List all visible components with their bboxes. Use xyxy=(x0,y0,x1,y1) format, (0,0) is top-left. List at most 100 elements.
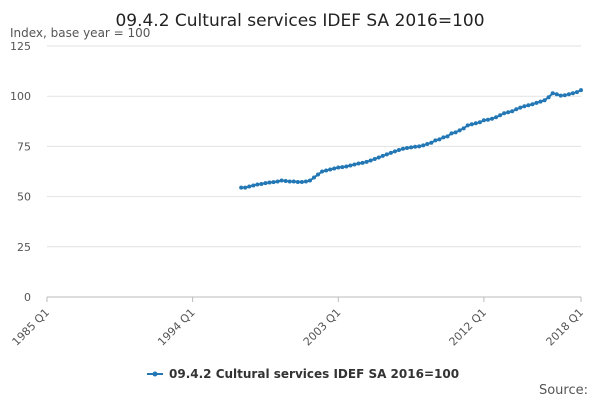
marker xyxy=(534,100,539,105)
marker xyxy=(396,148,401,153)
marker xyxy=(356,161,361,166)
marker xyxy=(239,185,244,190)
marker xyxy=(538,99,543,104)
marker xyxy=(352,162,357,167)
marker xyxy=(417,144,422,149)
y-tick-label: 75 xyxy=(17,140,31,153)
y-tick-label: 0 xyxy=(24,291,31,304)
marker xyxy=(445,134,450,139)
marker xyxy=(279,178,284,183)
marker xyxy=(287,179,292,184)
marker xyxy=(465,123,470,128)
x-tick-label: 2003 Q1 xyxy=(301,306,344,349)
marker xyxy=(490,116,494,121)
marker xyxy=(312,175,316,180)
marker xyxy=(336,165,341,170)
marker xyxy=(494,115,499,120)
x-tick-label: 1994 Q1 xyxy=(155,306,198,349)
marker xyxy=(372,157,377,162)
marker xyxy=(566,92,571,97)
legend-label: 09.4.2 Cultural services IDEF SA 2016=10… xyxy=(169,367,459,381)
source: Source: xyxy=(539,383,588,398)
marker xyxy=(570,91,575,96)
marker xyxy=(510,109,515,114)
marker xyxy=(558,93,563,98)
marker xyxy=(340,165,345,170)
marker xyxy=(328,167,333,172)
x-tick-label: 1985 Q1 xyxy=(10,306,53,349)
marker xyxy=(461,126,466,131)
marker xyxy=(307,178,312,183)
marker xyxy=(243,185,248,190)
marker xyxy=(453,130,458,135)
marker xyxy=(473,121,478,126)
marker xyxy=(530,102,535,107)
marker xyxy=(348,163,353,168)
marker xyxy=(485,117,490,122)
marker xyxy=(518,105,523,110)
marker xyxy=(388,150,393,155)
marker xyxy=(574,90,579,95)
marker xyxy=(364,159,369,164)
marker xyxy=(522,104,527,109)
marker xyxy=(506,110,511,115)
y-tick-label: 50 xyxy=(17,191,31,204)
marker xyxy=(526,103,531,108)
marker xyxy=(380,153,385,158)
marker xyxy=(316,172,321,177)
marker xyxy=(299,179,304,184)
y-tick-label: 25 xyxy=(17,241,31,254)
marker xyxy=(291,179,296,184)
marker xyxy=(324,168,329,173)
marker xyxy=(425,141,430,146)
marker xyxy=(271,180,276,185)
legend-marker xyxy=(152,371,158,377)
marker xyxy=(441,135,446,140)
marker xyxy=(502,111,507,116)
chart-title: 09.4.2 Cultural services IDEF SA 2016=10… xyxy=(115,11,484,31)
marker xyxy=(360,160,365,165)
marker xyxy=(429,140,434,145)
marker xyxy=(433,138,438,143)
y-tick-label: 100 xyxy=(10,90,31,103)
marker xyxy=(384,152,389,157)
marker xyxy=(421,143,426,148)
marker xyxy=(498,113,503,118)
marker xyxy=(550,91,555,96)
marker xyxy=(554,92,559,97)
marker xyxy=(405,146,410,151)
marker xyxy=(409,145,414,150)
marker xyxy=(392,149,397,154)
x-tick-label: 2012 Q1 xyxy=(446,306,489,349)
marker xyxy=(469,122,474,127)
marker xyxy=(514,107,519,112)
marker xyxy=(247,184,252,189)
marker xyxy=(320,169,325,174)
marker xyxy=(542,98,547,103)
marker xyxy=(275,179,280,184)
x-tick-label: 2018 Q1 xyxy=(544,306,587,349)
marker xyxy=(344,164,349,169)
marker xyxy=(295,179,300,184)
marker xyxy=(481,118,486,123)
marker xyxy=(477,120,482,125)
marker xyxy=(259,181,264,186)
marker xyxy=(251,183,256,188)
marker xyxy=(579,88,583,93)
marker xyxy=(255,182,260,187)
marker xyxy=(449,131,454,136)
marker xyxy=(401,146,405,151)
marker xyxy=(562,93,567,98)
marker xyxy=(413,144,418,149)
marker xyxy=(283,178,288,183)
marker xyxy=(263,181,268,186)
y-tick-label: 125 xyxy=(10,40,31,53)
marker xyxy=(437,137,442,142)
marker xyxy=(376,155,381,160)
marker xyxy=(546,95,551,100)
marker xyxy=(332,166,337,171)
marker xyxy=(303,179,308,184)
marker xyxy=(368,158,373,163)
marker xyxy=(267,180,272,185)
